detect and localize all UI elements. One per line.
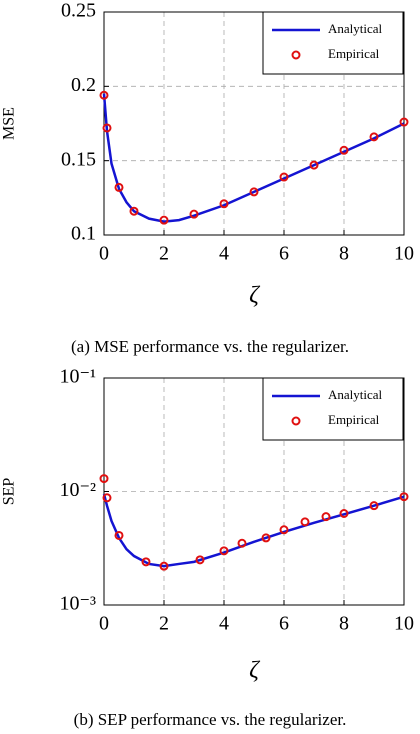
empirical-marker — [102, 123, 112, 133]
legend-label: Empirical — [328, 46, 380, 61]
x-tick-label: 6 — [279, 243, 289, 265]
y-tick-label: 0.25 — [61, 0, 96, 22]
y-tick-label: 0.1 — [71, 223, 96, 245]
empirical-marker — [129, 206, 139, 216]
legend-label: Empirical — [328, 412, 380, 427]
empirical-marker — [195, 555, 205, 565]
empirical-marker — [399, 492, 409, 502]
y-axis-label: SEP — [1, 478, 18, 506]
y-axis-label: MSE — [1, 107, 18, 140]
empirical-marker — [219, 546, 229, 556]
x-tick-label: 6 — [279, 613, 289, 635]
legend-box — [262, 377, 404, 441]
empirical-marker — [219, 199, 229, 209]
empirical-marker — [114, 182, 124, 192]
x-tick-label: 8 — [339, 613, 349, 635]
empirical-marker — [279, 172, 289, 182]
legend-label: Analytical — [328, 21, 383, 36]
x-axis-label: ζ — [249, 658, 261, 684]
legend-marker — [291, 50, 301, 60]
empirical-marker — [249, 187, 259, 197]
empirical-marker — [369, 132, 379, 142]
analytical-line — [102, 493, 405, 568]
empirical-marker — [399, 117, 409, 127]
caption: (a) MSE performance vs. the regularizer. — [71, 337, 349, 356]
empirical-marker — [339, 145, 349, 155]
x-axis-label: ζ — [249, 283, 261, 309]
legend-label: Analytical — [328, 387, 383, 402]
empirical-marker — [321, 512, 331, 522]
analytical-line — [102, 93, 405, 223]
empirical-marker — [339, 508, 349, 518]
empirical-marker — [159, 215, 169, 225]
x-tick-label: 2 — [159, 613, 169, 635]
empirical-marker — [102, 493, 112, 503]
empirical-marker — [309, 160, 319, 170]
x-tick-label: 4 — [219, 613, 229, 635]
y-tick-label: 10⁻² — [59, 479, 96, 501]
empirical-marker — [369, 501, 379, 511]
empirical-marker — [114, 530, 124, 540]
x-tick-label: 10 — [394, 243, 414, 265]
x-tick-label: 10 — [394, 613, 414, 635]
empirical-marker — [99, 90, 109, 100]
legend-box — [262, 11, 404, 75]
empirical-marker — [159, 561, 169, 571]
empirical-marker — [99, 474, 109, 484]
caption: (b) SEP performance vs. the regularizer. — [74, 710, 347, 729]
plot-frame — [103, 377, 405, 606]
x-tick-label: 4 — [219, 243, 229, 265]
legend-marker — [291, 416, 301, 426]
empirical-marker — [141, 557, 151, 567]
x-tick-label: 0 — [99, 243, 109, 265]
empirical-marker — [189, 209, 199, 219]
x-tick-label: 8 — [339, 243, 349, 265]
x-tick-label: 0 — [99, 613, 109, 635]
y-tick-label: 10⁻³ — [59, 593, 96, 615]
empirical-marker — [300, 517, 310, 527]
y-tick-label: 0.2 — [71, 74, 96, 96]
empirical-marker — [237, 538, 247, 548]
x-tick-label: 2 — [159, 243, 169, 265]
y-tick-label: 10⁻¹ — [59, 366, 96, 388]
y-tick-label: 0.15 — [61, 148, 96, 170]
empirical-marker — [261, 533, 271, 543]
empirical-marker — [279, 525, 289, 535]
